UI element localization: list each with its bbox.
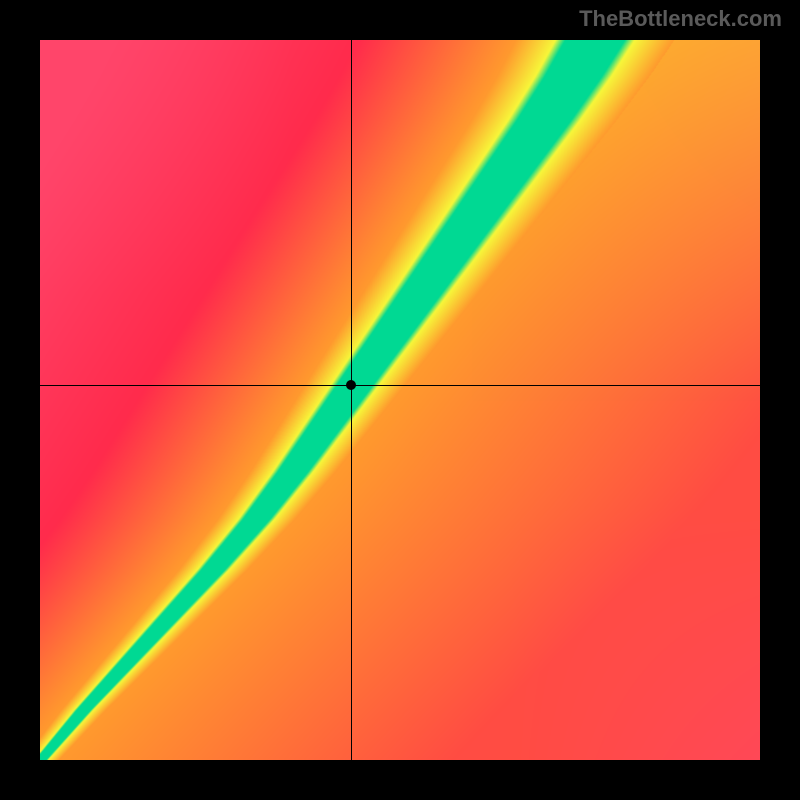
crosshair-vertical <box>351 40 352 760</box>
watermark-text: TheBottleneck.com <box>579 6 782 32</box>
crosshair-horizontal <box>40 385 760 386</box>
marker-dot <box>346 380 356 390</box>
heatmap-plot <box>40 40 760 760</box>
heatmap-canvas <box>40 40 760 760</box>
